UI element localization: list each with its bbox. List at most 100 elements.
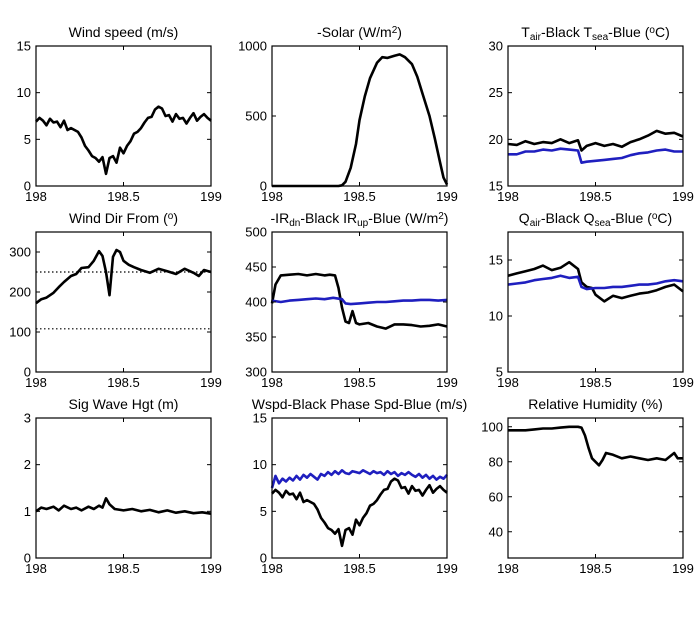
title-part: -Blue (W/m: [368, 210, 438, 226]
title-part: -Black IR: [300, 210, 357, 226]
title-part: -Black T: [541, 24, 593, 40]
y-tick-label: 80: [489, 454, 503, 469]
x-tick-label: 199: [200, 375, 222, 390]
panel-title: Wind Dir From (o): [69, 210, 178, 226]
series-line-0: [508, 425, 683, 467]
title-part: C): [655, 24, 670, 40]
x-tick-label: 198: [25, 375, 47, 390]
panel-p7: Sig Wave Hgt (m) 198 198.5 199 0 1 2 3: [24, 396, 222, 576]
title-part: -Blue (: [611, 210, 653, 226]
plot-frame: [507, 417, 684, 559]
panel-p1: Wind speed (m/s) 198 198.5 199 0 5 10 15: [17, 24, 222, 204]
x-tick-label: 198: [261, 375, 283, 390]
series-line-0: [507, 260, 684, 303]
title-part: sea: [592, 32, 609, 43]
panel-p8: Wspd-Black Phase Spd-Blue (m/s) 198 198.5 1…: [252, 396, 468, 576]
title-part: ): [397, 24, 402, 40]
panel-title: Qair-Black Qsea-Blue (oC): [519, 210, 672, 229]
plot-frame: [507, 231, 684, 373]
y-tick-label: 15: [253, 411, 267, 426]
series-line-1: [508, 147, 683, 164]
title-part: Relative Humidity (%): [528, 396, 663, 412]
panel-title: Relative Humidity (%): [528, 396, 663, 412]
y-tick-label: 450: [245, 260, 267, 275]
title-part: Wind Dir From (: [69, 210, 168, 226]
x-tick-label: 198.5: [579, 561, 612, 576]
x-tick-label: 198.5: [579, 375, 612, 390]
x-tick-label: 199: [436, 561, 458, 576]
y-tick-label: 10: [17, 85, 31, 100]
y-tick-label: 10: [489, 309, 503, 324]
title-part: Sig Wave Hgt (m): [69, 396, 179, 412]
panel-title: -Solar (W/m2): [317, 24, 402, 40]
y-tick-label: 40: [489, 524, 503, 539]
title-part: air: [530, 218, 542, 229]
panel-title: -IRdn-Black IRup-Blue (W/m2): [271, 210, 449, 229]
plot-frame: [271, 417, 448, 559]
x-tick-label: 199: [436, 375, 458, 390]
panel-p4: Wind Dir From (o) 198 198.5 199 0 100 200 300: [9, 210, 222, 390]
y-tick-label: 5: [24, 132, 31, 147]
x-tick-label: 198.5: [107, 561, 140, 576]
series-line-0: [270, 272, 448, 330]
x-tick-label: 198: [25, 561, 47, 576]
plot-frame: [35, 231, 212, 373]
title-part: -Solar (W/m: [317, 24, 392, 40]
panel-p3: Tair-Black Tsea-Blue (oC) 198 198.5 199 15 20…: [489, 24, 694, 204]
panel-p6: Qair-Black Qsea-Blue (oC) 198 198.5 199 5 10 1…: [489, 210, 694, 390]
title-part: air: [530, 32, 542, 43]
x-tick-label: 198: [497, 561, 519, 576]
x-tick-label: 199: [200, 189, 222, 204]
title-part: -IR: [271, 210, 290, 226]
plot-frame: [35, 417, 212, 559]
y-tick-label: 300: [9, 245, 31, 260]
panel-p2: -Solar (W/m2) 198 198.5 199 0 500 1000: [238, 24, 458, 204]
panel-p9: Relative Humidity (%) 198 198.5 199 40 60 80 10…: [481, 396, 694, 576]
title-part: dn: [289, 218, 300, 229]
y-tick-label: 3: [24, 411, 31, 426]
title-part: ): [444, 210, 449, 226]
series-line-0: [35, 105, 212, 176]
series-line-0: [272, 53, 449, 188]
x-tick-label: 199: [200, 561, 222, 576]
series-line-0: [35, 497, 212, 515]
y-tick-label: 500: [245, 109, 267, 124]
title-part: o: [652, 211, 658, 222]
panel-title: Sig Wave Hgt (m): [69, 396, 179, 412]
x-tick-label: 198: [25, 189, 47, 204]
title-part: ): [173, 210, 178, 226]
x-tick-label: 198: [497, 375, 519, 390]
series-line-0: [507, 129, 684, 152]
x-tick-label: 198: [261, 561, 283, 576]
y-tick-label: 200: [9, 285, 31, 300]
series-line-0: [271, 477, 448, 548]
title-part: T: [521, 24, 530, 40]
y-tick-label: 60: [489, 489, 503, 504]
y-tick-label: 0: [24, 551, 31, 566]
panel-title: Wspd-Black Phase Spd-Blue (m/s): [252, 396, 468, 412]
series-line-1: [270, 469, 448, 489]
y-tick-label: 20: [489, 132, 503, 147]
title-part: 2: [392, 25, 398, 36]
x-tick-label: 198.5: [343, 375, 376, 390]
title-part: up: [357, 218, 369, 229]
x-tick-label: 198.5: [343, 189, 376, 204]
y-tick-label: 500: [245, 225, 267, 240]
x-tick-label: 199: [672, 189, 694, 204]
y-tick-label: 2: [24, 457, 31, 472]
x-tick-label: 199: [436, 189, 458, 204]
y-tick-label: 10: [253, 457, 267, 472]
y-tick-label: 0: [24, 365, 31, 380]
y-tick-label: 15: [489, 253, 503, 268]
y-tick-label: 300: [245, 365, 267, 380]
title-part: Wind speed (m/s): [69, 24, 179, 40]
title-part: o: [168, 211, 174, 222]
plot-frame: [271, 231, 448, 373]
x-tick-label: 198: [261, 189, 283, 204]
y-tick-label: 100: [9, 325, 31, 340]
panel-title: Wind speed (m/s): [69, 24, 179, 40]
title-part: o: [649, 25, 655, 36]
panel-title: Tair-Black Tsea-Blue (oC): [521, 24, 669, 43]
plot-frame: [507, 45, 684, 187]
